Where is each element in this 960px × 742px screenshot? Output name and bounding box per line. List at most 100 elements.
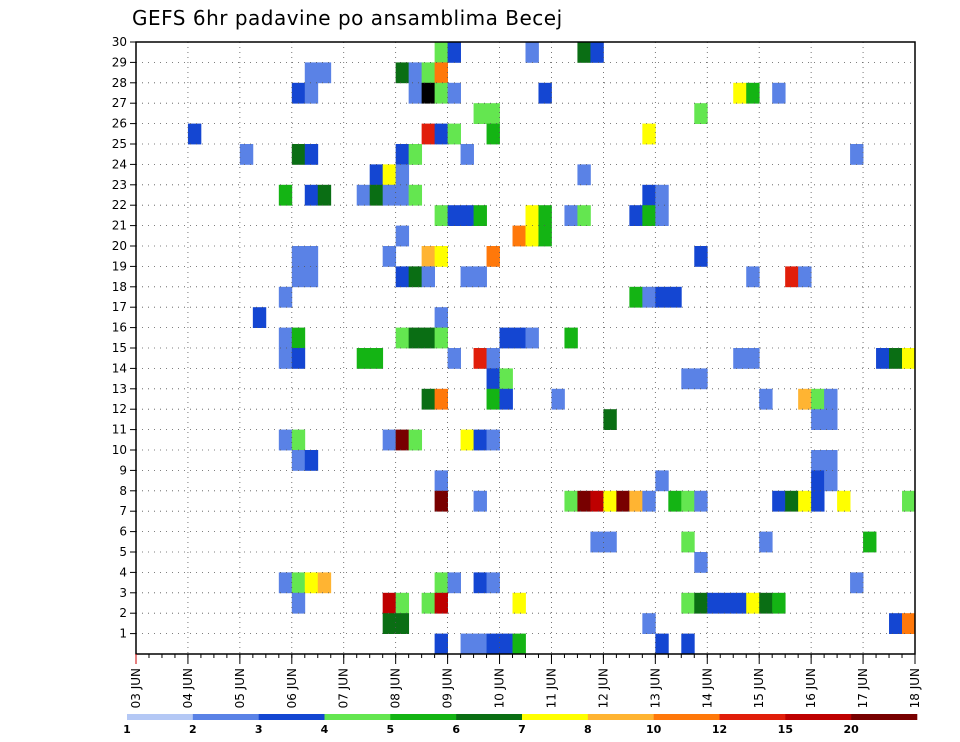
- heatmap-cell: [460, 144, 474, 165]
- heatmap-cell: [707, 592, 721, 614]
- heatmap-cell: [655, 184, 669, 206]
- heatmap-cell: [408, 144, 423, 165]
- heatmap-cell: [304, 572, 319, 594]
- x-tick-label: 04 JUN: [181, 668, 195, 708]
- y-tick-label: 26: [112, 117, 127, 131]
- heatmap-cell: [499, 388, 513, 410]
- heatmap-cell: [720, 592, 734, 614]
- heatmap-cell: [408, 429, 423, 451]
- colorbar-label: 3: [255, 723, 263, 736]
- heatmap-cell: [850, 572, 864, 594]
- heatmap-cell: [382, 429, 397, 451]
- heatmap-cell: [421, 123, 436, 145]
- heatmap-cell: [785, 266, 799, 288]
- heatmap-cell: [421, 82, 436, 104]
- y-tick-label: 15: [112, 341, 127, 355]
- heatmap-cell: [382, 246, 397, 267]
- heatmap-cell: [382, 613, 397, 634]
- x-tick-label: 09 JUN: [441, 668, 455, 708]
- heatmap-cell: [395, 266, 410, 288]
- heatmap-cell: [473, 572, 487, 594]
- heatmap-cell: [421, 327, 436, 349]
- heatmap-cell: [421, 592, 436, 614]
- heatmap-cell: [798, 490, 812, 512]
- heatmap-cell: [395, 164, 410, 186]
- x-tick-label: 03 JUN: [129, 668, 143, 708]
- heatmap-cell: [746, 348, 760, 369]
- colorbar-swatch: [785, 714, 852, 720]
- heatmap-cell: [902, 490, 916, 512]
- heatmap-cell: [395, 429, 410, 451]
- heatmap-cell: [473, 348, 487, 369]
- heatmap-cell: [811, 470, 825, 492]
- heatmap-cell: [499, 633, 513, 655]
- heatmap-cell: [629, 490, 643, 512]
- heatmap-cell: [655, 286, 669, 308]
- heatmap-cell: [642, 205, 656, 226]
- heatmap-cell: [434, 592, 448, 614]
- y-tick-label: 4: [119, 565, 127, 579]
- y-tick-label: 12: [112, 402, 127, 416]
- heatmap-cell: [460, 266, 474, 288]
- heatmap-cell: [837, 490, 851, 512]
- y-tick-label: 30: [112, 35, 127, 49]
- x-tick-label: 16 JUN: [804, 668, 818, 708]
- heatmap-cell: [681, 531, 695, 553]
- heatmap-cell: [460, 205, 474, 226]
- heatmap-cell: [772, 490, 786, 512]
- x-tick-label: 11 JUN: [544, 668, 558, 708]
- heatmap-cell: [278, 429, 293, 451]
- y-tick-label: 11: [112, 423, 127, 437]
- x-tick-label: 13 JUN: [648, 668, 662, 708]
- heatmap-cell: [850, 144, 864, 165]
- y-tick-label: 27: [112, 96, 127, 110]
- heatmap-cell: [681, 633, 695, 655]
- heatmap-cell: [642, 613, 656, 634]
- heatmap-cell: [486, 633, 500, 655]
- heatmap-cell: [434, 490, 448, 512]
- heatmap-cell: [525, 327, 539, 349]
- heatmap-cell: [434, 307, 448, 328]
- heatmap-cell: [902, 613, 916, 634]
- heatmap-cell: [408, 327, 423, 349]
- heatmap-cell: [304, 184, 319, 206]
- heatmap-cell: [304, 144, 319, 165]
- heatmap-cell: [824, 388, 838, 410]
- y-tick-label: 24: [112, 157, 127, 171]
- heatmap-cell: [447, 205, 461, 226]
- heatmap-cell: [434, 62, 448, 84]
- heatmap-cell: [525, 225, 539, 247]
- heatmap-cell: [512, 592, 526, 614]
- heatmap-cell: [525, 42, 539, 63]
- heatmap-cell: [538, 82, 552, 104]
- heatmap-cell: [369, 184, 384, 206]
- heatmap-cell: [382, 592, 397, 614]
- heatmap-cell: [785, 490, 799, 512]
- y-tick-label: 6: [119, 525, 127, 539]
- x-tick-label: 05 JUN: [233, 668, 247, 708]
- y-tick-label: 22: [112, 198, 127, 212]
- colorbar-swatch: [390, 714, 457, 720]
- heatmap-cell: [642, 490, 656, 512]
- heatmap-cell: [486, 388, 500, 410]
- colorbar-label: 12: [712, 723, 727, 736]
- heatmap-cell: [382, 184, 397, 206]
- heatmap-cell: [434, 572, 448, 594]
- heatmap-cell: [291, 572, 306, 594]
- heatmap-cell: [486, 123, 500, 145]
- heatmap-cell: [369, 164, 384, 186]
- y-tick-label: 13: [112, 382, 127, 396]
- y-tick-label: 20: [112, 239, 127, 253]
- heatmap-cell: [616, 490, 630, 512]
- heatmap-cell: [473, 633, 487, 655]
- heatmap-cell: [252, 307, 267, 328]
- heatmap-cell: [694, 368, 708, 390]
- y-tick-label: 19: [112, 259, 127, 273]
- heatmap-cell: [525, 205, 539, 226]
- heatmap-cell: [473, 103, 487, 124]
- heatmap-cell: [811, 490, 825, 512]
- heatmap-cell: [486, 103, 500, 124]
- heatmap-cell: [304, 450, 319, 471]
- y-tick-label: 8: [119, 484, 127, 498]
- heatmap-cell: [447, 572, 461, 594]
